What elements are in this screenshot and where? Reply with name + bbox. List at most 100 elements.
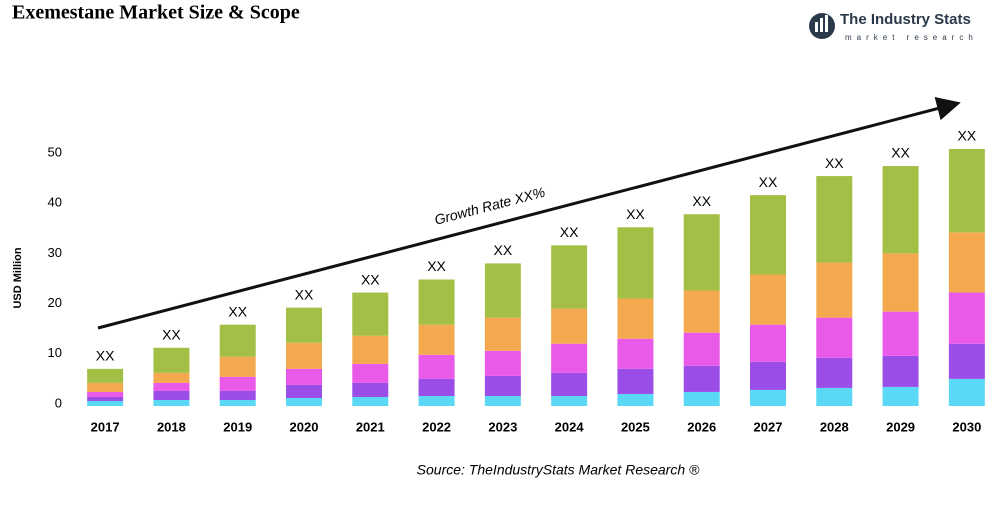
- bar-segment: [418, 378, 455, 396]
- bar-segment: [418, 324, 455, 355]
- bar-segment: [617, 338, 654, 369]
- bar-segment: [418, 279, 455, 325]
- bar-segment: [882, 386, 919, 406]
- bar-segment: [153, 372, 190, 383]
- logo-icon-bar: [820, 18, 823, 32]
- x-tick-label: 2026: [687, 419, 716, 434]
- bar-segment: [484, 350, 521, 376]
- bar-segment: [617, 368, 654, 394]
- bar-segment: [352, 292, 389, 336]
- bar-label: XX: [825, 155, 844, 171]
- bar-segment: [948, 343, 985, 379]
- y-tick-label: 20: [48, 295, 62, 310]
- bar-segment: [750, 361, 786, 390]
- bar-label: XX: [494, 242, 513, 258]
- bar-segment: [219, 324, 256, 357]
- bar-segment: [153, 347, 190, 373]
- bar-label: XX: [162, 326, 181, 342]
- bar-segment: [551, 308, 588, 344]
- bar-segment: [750, 195, 786, 275]
- bar-label: XX: [361, 271, 380, 287]
- bar-segment: [683, 391, 720, 406]
- bar-segment: [286, 397, 322, 406]
- bar-label: XX: [958, 128, 977, 144]
- x-tick-label: 2020: [290, 419, 319, 434]
- bar-segment: [816, 176, 853, 263]
- bar-segment: [418, 395, 455, 406]
- bar-segment: [551, 245, 588, 309]
- bar-segment: [418, 354, 455, 379]
- bar-segment: [153, 399, 190, 406]
- bar-segment: [948, 378, 985, 406]
- bar-segment: [219, 399, 256, 406]
- bar-segment: [484, 317, 521, 351]
- bar-segment: [87, 396, 124, 401]
- logo-tagline: market research: [845, 33, 978, 42]
- logo-name: The Industry Stats: [840, 11, 971, 28]
- bar-segment: [352, 363, 389, 383]
- logo-icon-bar: [815, 22, 818, 32]
- bar-segment: [286, 307, 322, 343]
- bar-segment: [352, 335, 389, 364]
- bar-segment: [153, 390, 190, 400]
- bar-label: XX: [626, 206, 645, 222]
- bar-segment: [153, 382, 190, 391]
- bar-segment: [948, 232, 985, 293]
- bar-label: XX: [692, 193, 711, 209]
- chart-title: Exemestane Market Size & Scope: [12, 2, 300, 24]
- bar-segment: [683, 214, 720, 291]
- bar-label: XX: [427, 258, 446, 274]
- bar-segment: [683, 290, 720, 333]
- x-tick-label: 2028: [820, 419, 849, 434]
- x-tick-label: 2029: [886, 419, 915, 434]
- bar-segment: [551, 372, 588, 396]
- bar-segment: [882, 355, 919, 387]
- bar-segment: [948, 292, 985, 344]
- bar-label: XX: [560, 224, 579, 240]
- bar-segment: [882, 311, 919, 356]
- bar-segment: [484, 395, 521, 406]
- bar-segment: [750, 324, 786, 362]
- bar-segment: [948, 148, 985, 233]
- bar-segment: [750, 389, 786, 406]
- bar-segment: [87, 400, 124, 406]
- bar-segment: [286, 342, 322, 369]
- x-tick-label: 2027: [754, 419, 783, 434]
- bar-label: XX: [295, 286, 314, 302]
- bar-segment: [219, 356, 256, 377]
- bar-segment: [617, 298, 654, 339]
- x-tick-label: 2025: [621, 419, 650, 434]
- bar-segment: [551, 343, 588, 373]
- bar-segment: [683, 332, 720, 366]
- bar-segment: [484, 375, 521, 396]
- x-tick-label: 2017: [91, 419, 120, 434]
- x-tick-label: 2023: [488, 419, 517, 434]
- y-tick-label: 30: [48, 245, 62, 260]
- growth-arrow: [97, 96, 961, 330]
- bar-segment: [286, 384, 322, 398]
- y-tick-label: 10: [48, 345, 62, 360]
- y-tick-label: 0: [55, 395, 62, 410]
- y-tick-label: 50: [48, 144, 62, 159]
- bar-segment: [352, 382, 389, 397]
- x-tick-label: 2018: [157, 419, 186, 434]
- bar-segment: [617, 393, 654, 406]
- bar-segment: [816, 317, 853, 358]
- bar-segment: [882, 166, 919, 254]
- x-tick-label: 2019: [223, 419, 252, 434]
- bar-segment: [219, 390, 256, 400]
- bar-segment: [816, 262, 853, 318]
- y-tick-label: 40: [48, 195, 62, 210]
- logo-icon-bar: [825, 15, 828, 32]
- bar-label: XX: [891, 145, 910, 161]
- bar-segment: [882, 253, 919, 312]
- bar-segment: [219, 376, 256, 391]
- source: Source: TheIndustryStats Market Research…: [417, 462, 700, 478]
- bar-label: XX: [759, 174, 778, 190]
- bar-segment: [816, 387, 853, 406]
- x-tick-label: 2030: [952, 419, 981, 434]
- x-tick-label: 2022: [422, 419, 451, 434]
- bar-segment: [286, 368, 322, 385]
- bar-segment: [551, 395, 588, 406]
- bar-segment: [816, 357, 853, 388]
